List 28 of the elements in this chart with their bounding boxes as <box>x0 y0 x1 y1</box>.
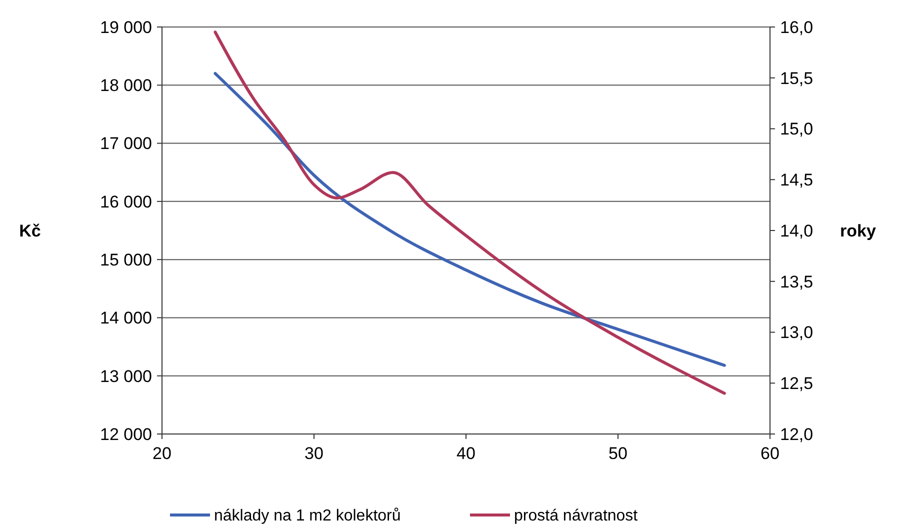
y2-tick-label: 14,0 <box>780 221 814 240</box>
y2-tick-label: 12,0 <box>780 424 814 444</box>
line-series <box>214 72 726 367</box>
line-series <box>214 30 726 395</box>
y-tick-label: 19 000 <box>100 18 152 37</box>
x-tick-label: 50 <box>608 444 628 463</box>
y2-axis-title: roky <box>840 221 876 240</box>
y2-tick-label: 13,0 <box>780 323 814 342</box>
y-tick-label: 12 000 <box>100 424 152 444</box>
y-tick-label: 13 000 <box>100 366 152 386</box>
x-tick-label: 40 <box>456 444 476 463</box>
legend-label: náklady na 1 m2 kolektorů <box>214 508 401 525</box>
y-tick-label: 16 000 <box>100 192 152 212</box>
y-axis-title: Kč <box>19 221 41 240</box>
y2-tick-label: 15,0 <box>780 120 814 139</box>
y2-tick-label: 13,5 <box>780 272 814 292</box>
legend-label: prostá návratnost <box>514 508 638 525</box>
y2-tick-label: 12,5 <box>780 374 814 394</box>
y-tick-label: 14 000 <box>100 308 152 328</box>
y2-tick-label: 16,0 <box>780 18 814 37</box>
y-tick-label: 18 000 <box>100 76 152 96</box>
y2-tick-label: 15,5 <box>780 68 814 88</box>
y-tick-label: 15 000 <box>100 250 152 270</box>
x-tick-label: 30 <box>304 444 324 463</box>
x-tick-label: 20 <box>152 444 172 463</box>
y-tick-label: 17 000 <box>100 134 152 154</box>
y2-tick-label: 14,5 <box>780 170 814 190</box>
x-tick-label: 60 <box>760 444 780 463</box>
